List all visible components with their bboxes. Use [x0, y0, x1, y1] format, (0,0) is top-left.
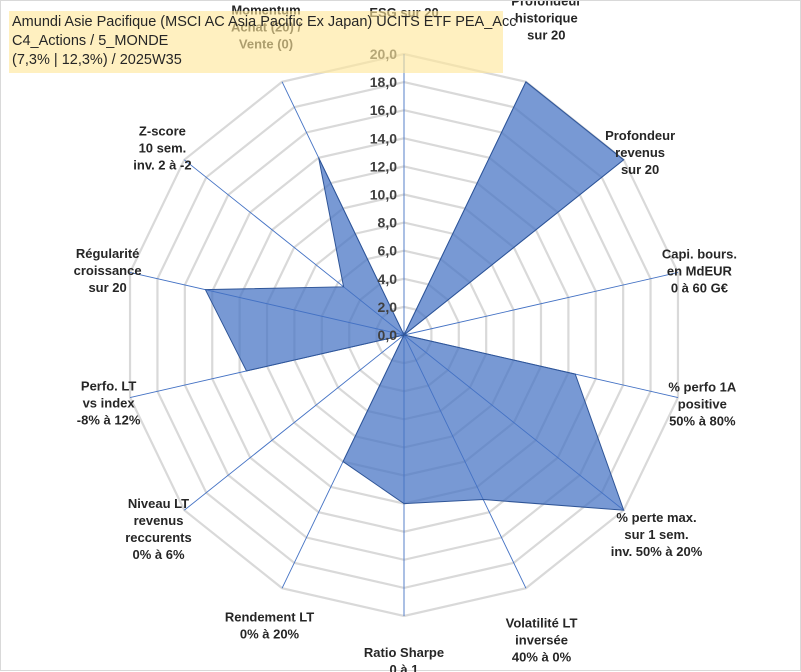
axis-label-0-line-0: Note: [390, 1, 419, 3]
axis-label-9-line-0: Niveau LT: [128, 496, 189, 511]
axis-label-6-line-2: 40% à 0%: [512, 650, 572, 665]
axis-label-7-line-1: 0 à 1: [390, 662, 419, 672]
axis-label-10-line-0: Perfo. LT: [81, 379, 136, 394]
axis-label-3-line-2: 0 à 60 G€: [671, 280, 728, 295]
axis-label-3-line-0: Capi. bours.: [662, 246, 737, 261]
radial-tick-1: 2,0: [378, 299, 398, 315]
axis-label-3-line-1: en MdEUR: [667, 263, 733, 278]
chart-title: Amundi Asie Pacifique (MSCI AC Asia Paci…: [12, 13, 516, 70]
radial-tick-2: 4,0: [378, 271, 398, 287]
axis-label-5-line-1: sur 1 sem.: [624, 527, 688, 542]
axis-label-1: Profondeur historique sur 20: [511, 1, 581, 42]
axis-label-2: Profondeur revenus sur 20: [605, 128, 675, 177]
axis-label-5-line-0: % perte max.: [616, 510, 696, 525]
axis-label-6-line-1: inversée: [515, 633, 568, 648]
data-series: [204, 81, 625, 511]
series-area: [204, 81, 625, 511]
axis-label-9-line-2: reccurents: [125, 530, 191, 545]
axis-label-9-line-3: 0% à 6%: [132, 547, 184, 562]
axis-label-3: Capi. bours. en MdEUR 0 à 60 G€: [662, 246, 737, 295]
radial-tick-6: 12,0: [370, 158, 397, 174]
axis-label-11-line-2: sur 20: [88, 280, 126, 295]
axis-spoke-3: [403, 272, 679, 336]
axis-label-9-line-1: revenus: [134, 513, 184, 528]
title-line-1: Amundi Asie Pacifique (MSCI AC Asia Paci…: [12, 14, 517, 30]
axis-label-2-line-0: Profondeur: [605, 128, 675, 143]
radial-tick-7: 14,0: [370, 130, 397, 146]
axis-label-5: % perte max. sur 1 sem. inv. 50% à 20%: [611, 510, 703, 559]
axis-label-12-line-0: Z-score: [139, 124, 186, 139]
axis-label-8-line-1: 0% à 20%: [240, 626, 300, 641]
axis-label-4: % perfo 1A positive 50% à 80%: [668, 379, 737, 428]
axis-label-4-line-0: % perfo 1A: [668, 379, 737, 394]
radial-tick-5: 10,0: [370, 187, 397, 203]
radial-tick-3: 6,0: [378, 243, 398, 259]
axis-label-11-line-0: Régularité: [76, 246, 140, 261]
axis-label-10-line-1: vs index: [83, 396, 136, 411]
axis-label-10: Perfo. LT vs index -8% à 12%: [77, 379, 141, 428]
axis-spoke-9: [184, 334, 405, 511]
radial-tick-0: 0,0: [378, 327, 398, 343]
axis-label-4-line-1: positive: [678, 396, 727, 411]
axis-label-12-line-1: 10 sem.: [139, 141, 187, 156]
axis-label-7-line-0: Ratio Sharpe: [364, 645, 444, 660]
axis-label-10-line-2: -8% à 12%: [77, 413, 141, 428]
radial-tick-8: 16,0: [370, 102, 397, 118]
axis-label-12: Z-score 10 sem. inv. 2 à -2: [133, 124, 191, 173]
axis-label-6-line-0: Volatilité LT: [506, 616, 578, 631]
axis-label-1-line-1: historique: [515, 10, 578, 25]
radial-tick-4: 8,0: [378, 215, 398, 231]
axis-label-11: Régularité croissance sur 20: [74, 246, 142, 295]
axis-label-7: Ratio Sharpe 0 à 1: [364, 645, 444, 672]
axis-label-2-line-1: revenus: [615, 145, 665, 160]
axis-label-11-line-1: croissance: [74, 263, 142, 278]
axis-label-5-line-2: inv. 50% à 20%: [611, 544, 703, 559]
chart-title-box: [9, 11, 503, 73]
radial-tick-9: 18,0: [370, 74, 397, 90]
axis-label-6: Volatilité LT inversée 40% à 0%: [506, 616, 578, 665]
axis-label-8-line-0: Rendement LT: [225, 609, 314, 624]
axis-label-9: Niveau LT revenus reccurents 0% à 6%: [125, 496, 191, 562]
axis-label-1-line-2: sur 20: [527, 27, 565, 42]
axis-label-1-line-0: Profondeur: [511, 1, 581, 8]
axis-label-4-line-2: 50% à 80%: [669, 413, 736, 428]
axis-label-2-line-2: sur 20: [621, 162, 659, 177]
title-line-2: C4_Actions / 5_MONDE: [12, 33, 169, 49]
axis-label-12-line-2: inv. 2 à -2: [133, 158, 191, 173]
title-line-3: (7,3% | 12,3%) / 2025W35: [12, 52, 182, 68]
axis-label-8: Rendement LT 0% à 20%: [225, 609, 314, 641]
